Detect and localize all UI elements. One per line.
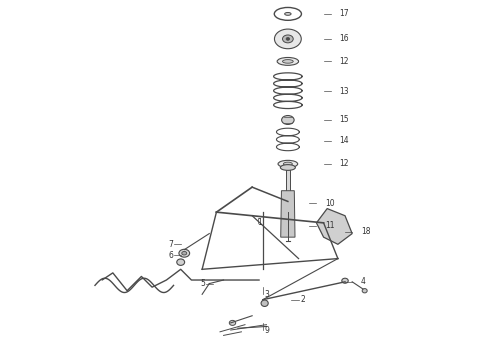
Text: 16: 16 bbox=[340, 35, 349, 44]
Ellipse shape bbox=[177, 259, 185, 265]
Text: 4: 4 bbox=[361, 277, 366, 286]
Text: 7: 7 bbox=[168, 240, 173, 249]
Text: 1: 1 bbox=[258, 219, 262, 228]
Text: 12: 12 bbox=[340, 57, 349, 66]
Text: 13: 13 bbox=[340, 87, 349, 96]
Ellipse shape bbox=[182, 251, 187, 255]
Text: 12: 12 bbox=[340, 159, 349, 168]
Ellipse shape bbox=[278, 160, 298, 167]
Ellipse shape bbox=[283, 162, 293, 166]
Polygon shape bbox=[286, 169, 290, 212]
Text: 6: 6 bbox=[168, 251, 173, 260]
Ellipse shape bbox=[283, 60, 293, 63]
Ellipse shape bbox=[229, 320, 236, 325]
Ellipse shape bbox=[179, 249, 190, 257]
Text: 15: 15 bbox=[340, 116, 349, 125]
Text: 3: 3 bbox=[265, 290, 270, 299]
Text: 5: 5 bbox=[200, 279, 205, 288]
Ellipse shape bbox=[286, 37, 290, 40]
Text: 14: 14 bbox=[340, 136, 349, 145]
Text: 17: 17 bbox=[340, 9, 349, 18]
Ellipse shape bbox=[261, 300, 268, 306]
Text: 10: 10 bbox=[325, 199, 335, 208]
Ellipse shape bbox=[274, 29, 301, 49]
Text: 18: 18 bbox=[361, 227, 370, 236]
Ellipse shape bbox=[342, 278, 348, 283]
Polygon shape bbox=[317, 208, 352, 244]
Ellipse shape bbox=[282, 116, 294, 125]
Ellipse shape bbox=[277, 58, 298, 65]
Ellipse shape bbox=[362, 289, 367, 293]
Text: 2: 2 bbox=[300, 295, 305, 304]
Ellipse shape bbox=[285, 13, 291, 15]
Text: 9: 9 bbox=[265, 325, 270, 334]
Ellipse shape bbox=[283, 35, 293, 43]
Polygon shape bbox=[281, 191, 295, 237]
Text: 11: 11 bbox=[325, 221, 335, 230]
Ellipse shape bbox=[280, 165, 295, 170]
